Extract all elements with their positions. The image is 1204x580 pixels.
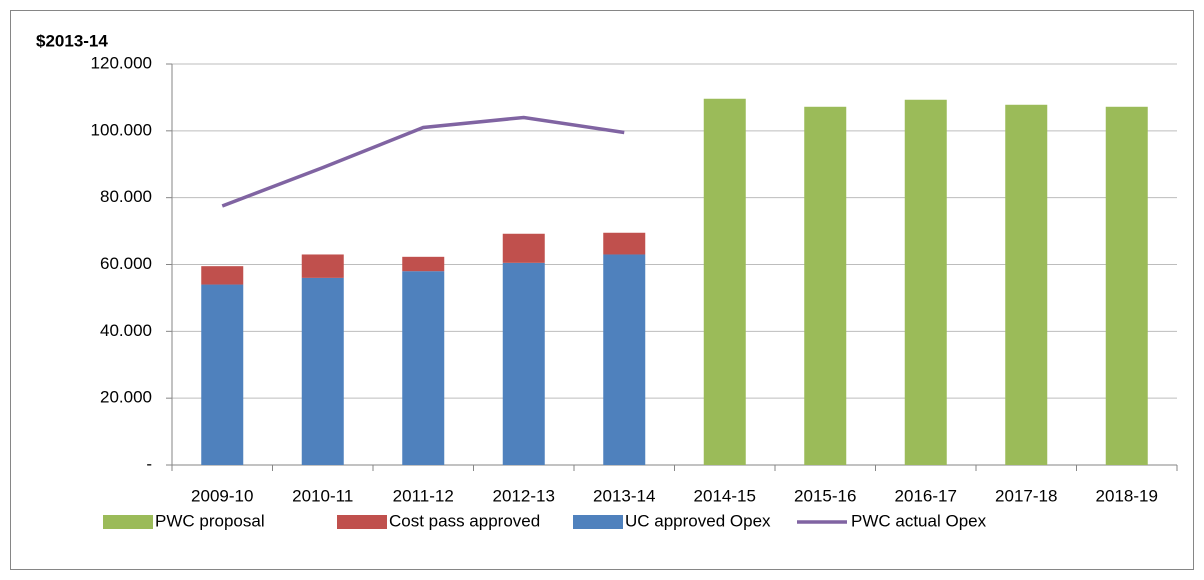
x-tick-label: 2011-12 — [393, 486, 454, 505]
bar — [301, 277, 344, 465]
x-tick-label: 2015-16 — [794, 486, 856, 505]
legend-label: PWC actual Opex — [851, 511, 987, 530]
bar — [804, 106, 847, 466]
y-axis-label: $2013-14 — [36, 31, 108, 50]
legend-label: PWC proposal — [155, 511, 265, 530]
line — [221, 115, 625, 208]
x-tick-label: 2014-15 — [694, 486, 756, 505]
y-tick-label: 60.000 — [100, 254, 152, 273]
x-tick-label: 2018-19 — [1096, 486, 1158, 505]
legend-swatch — [103, 515, 153, 529]
x-tick-label: 2010-11 — [292, 486, 353, 505]
bar — [603, 254, 646, 465]
y-tick-label: 80.000 — [100, 187, 152, 206]
y-tick-label: 100.000 — [91, 120, 152, 139]
bar — [301, 254, 344, 278]
bar — [603, 232, 646, 255]
bar — [201, 266, 244, 285]
y-tick-label: 20.000 — [100, 388, 152, 407]
bar — [1005, 104, 1048, 465]
legend-label: Cost pass approved — [389, 511, 540, 530]
bar — [703, 98, 746, 466]
bar — [904, 99, 947, 466]
y-tick-label: 40.000 — [100, 321, 152, 340]
bar — [1105, 106, 1148, 466]
x-tick-label: 2012-13 — [493, 486, 555, 505]
y-tick-label: 120.000 — [91, 53, 152, 72]
legend-swatch — [337, 515, 387, 529]
bar — [502, 233, 545, 263]
legend-swatch — [573, 515, 623, 529]
x-tick-label: 2009-10 — [191, 486, 253, 505]
legend-label: UC approved Opex — [625, 511, 771, 530]
bar — [201, 284, 244, 465]
bar — [502, 262, 545, 465]
bar — [402, 271, 445, 465]
x-tick-label: 2017-18 — [995, 486, 1057, 505]
x-tick-label: 2016-17 — [895, 486, 957, 505]
y-tick-label: - — [146, 454, 152, 473]
bar — [402, 256, 445, 272]
x-tick-label: 2013-14 — [593, 486, 655, 505]
